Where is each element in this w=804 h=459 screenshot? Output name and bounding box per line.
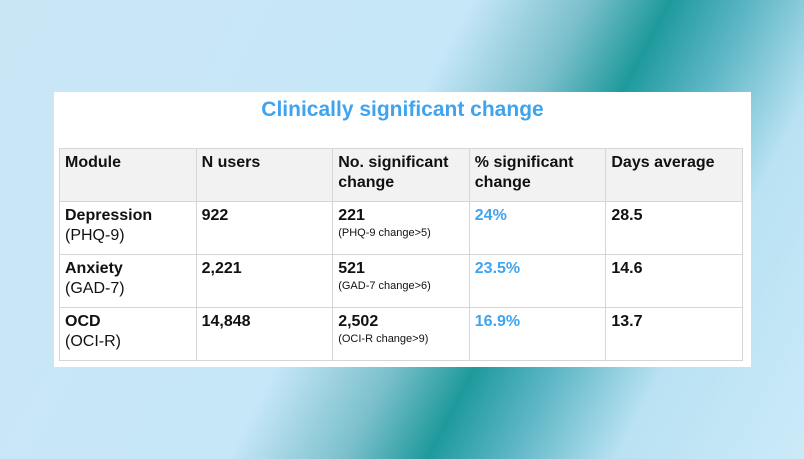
- card-title: Clinically significant change: [261, 98, 544, 121]
- n-users-cell: 922: [195, 201, 334, 255]
- days-average-cell: 14.6: [605, 254, 743, 308]
- header-num-significant: No. significant change: [332, 148, 470, 202]
- module-cell: Anxiety (GAD-7): [59, 254, 197, 308]
- pct-sig-cell: 24%: [468, 201, 607, 255]
- module-name: OCD: [65, 313, 101, 330]
- num-sig-cell: 2,502 (OCI-R change>9): [332, 307, 470, 361]
- num-sig-cell: 221 (PHQ-9 change>5): [332, 201, 470, 255]
- days-average-cell: 28.5: [605, 201, 743, 255]
- results-card: Clinically significant change Module N u…: [54, 92, 751, 367]
- module-scale: (PHQ-9): [65, 227, 125, 244]
- num-sig-note: (GAD-7 change>6): [338, 280, 431, 292]
- table-row: OCD (OCI-R) 14,848 2,502 (OCI-R change>9) …: [59, 307, 743, 361]
- n-users-cell: 14,848: [195, 307, 334, 361]
- n-users-cell: 2,221: [195, 254, 334, 308]
- num-sig-note: (OCI-R change>9): [338, 333, 429, 345]
- days-average-cell: 13.7: [605, 307, 743, 361]
- pct-sig-cell: 23.5%: [468, 254, 607, 308]
- header-module: Module: [59, 148, 197, 202]
- table-header-row: Module N users No. significant change % …: [59, 148, 743, 202]
- header-n-users: N users: [195, 148, 334, 202]
- num-sig-value: 221: [338, 207, 365, 224]
- module-scale: (GAD-7): [65, 280, 125, 297]
- results-table: Module N users No. significant change % …: [59, 148, 743, 361]
- num-sig-value: 2,502: [338, 313, 379, 330]
- module-name: Depression: [65, 207, 153, 224]
- table-row: Anxiety (GAD-7) 2,221 521 (GAD-7 change>6)…: [59, 254, 743, 308]
- module-scale: (OCI-R): [65, 333, 121, 350]
- module-name: Anxiety: [65, 260, 123, 277]
- module-cell: Depression (PHQ-9): [59, 201, 197, 255]
- header-pct-significant: % significant change: [468, 148, 607, 202]
- num-sig-note: (PHQ-9 change>5): [338, 227, 431, 239]
- pct-sig-cell: 16.9%: [468, 307, 607, 361]
- header-days-average: Days average: [605, 148, 743, 202]
- num-sig-cell: 521 (GAD-7 change>6): [332, 254, 470, 308]
- module-cell: OCD (OCI-R): [59, 307, 197, 361]
- num-sig-value: 521: [338, 260, 365, 277]
- table-row: Depression (PHQ-9) 922 221 (PHQ-9 change>5…: [59, 201, 743, 255]
